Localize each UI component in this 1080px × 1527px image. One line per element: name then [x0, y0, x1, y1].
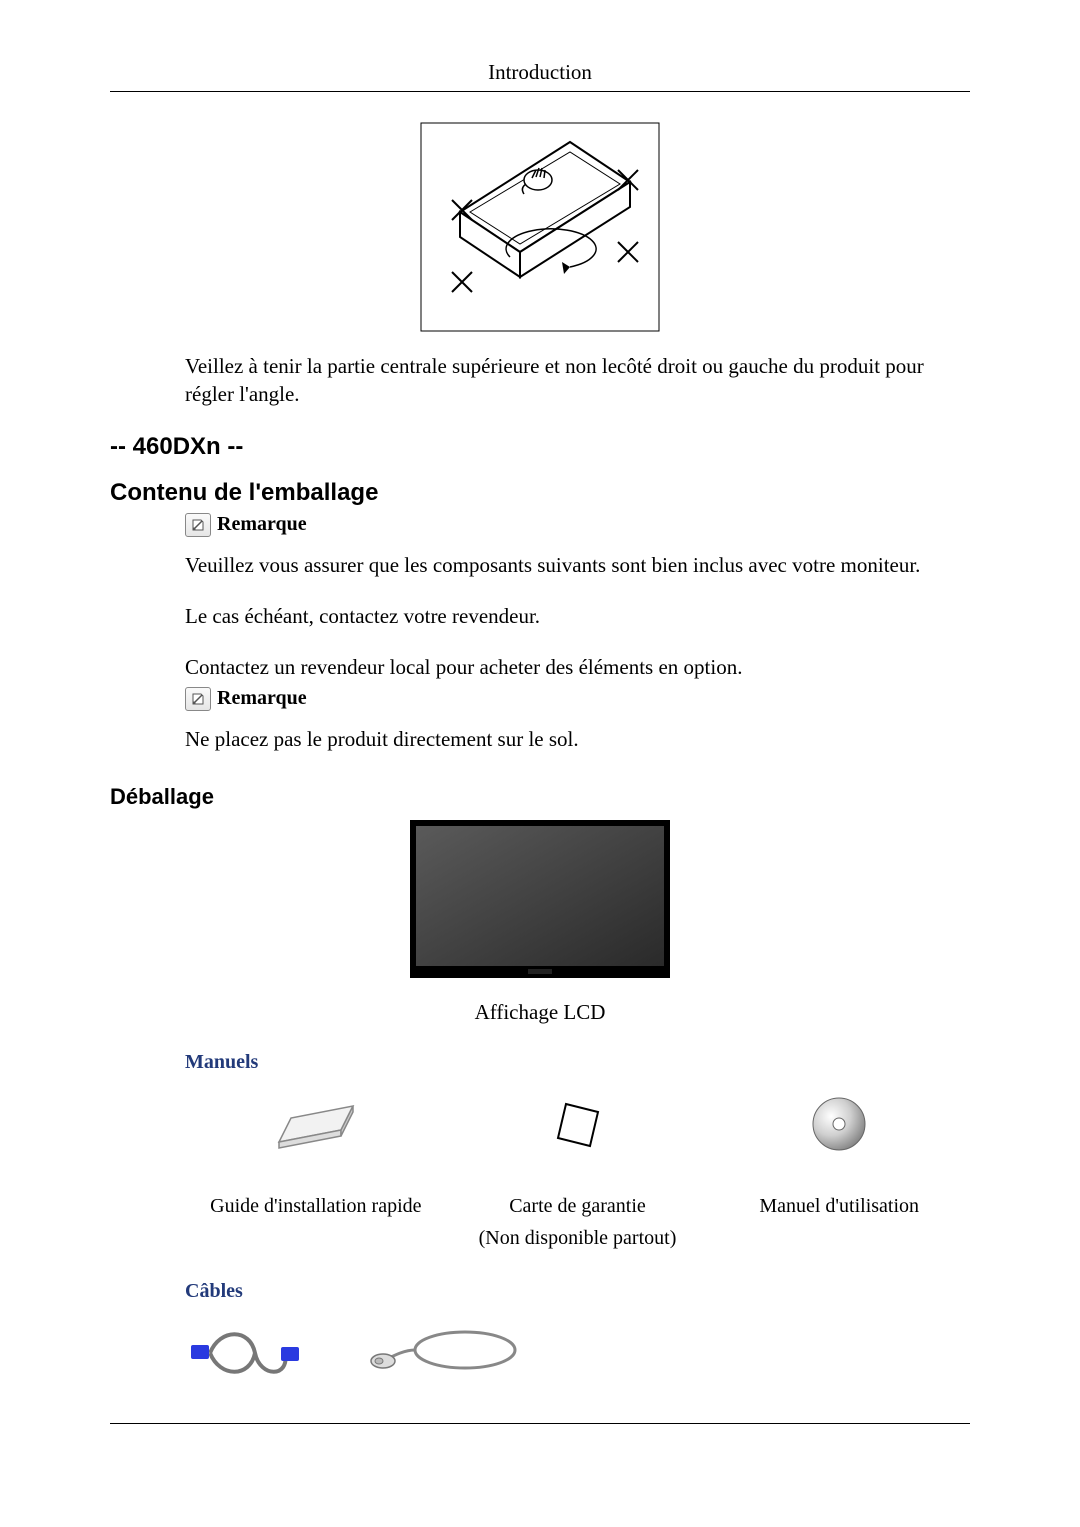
remarque1-p2: Le cas échéant, contactez votre revendeu… — [185, 602, 970, 631]
top-illustration-caption: Veillez à tenir la partie centrale supér… — [185, 352, 970, 409]
section-contents-heading: Contenu de l'emballage — [110, 479, 970, 507]
vga-cable-icon — [185, 1323, 305, 1383]
note-icon — [185, 687, 211, 711]
remarque-block: Remarque — [185, 687, 970, 711]
footer-rule — [110, 1423, 970, 1424]
manuals-label: Manuels — [185, 1051, 970, 1074]
cable-item-power — [365, 1323, 525, 1383]
note-icon — [185, 513, 211, 537]
cable-item-vga — [185, 1323, 305, 1383]
remarque1-p3: Contactez un revendeur local pour achete… — [185, 653, 970, 682]
remarque1-p1: Veuillez vous assurer que les composants… — [185, 551, 970, 580]
remarque-label: Remarque — [217, 687, 307, 710]
page-header: Introduction — [110, 60, 970, 92]
cables-label: Câbles — [185, 1280, 970, 1303]
manual-caption-warranty-l2: (Non disponible partout) — [447, 1224, 709, 1252]
manuals-row — [185, 1094, 970, 1154]
header-rule — [110, 91, 970, 92]
lcd-caption: Affichage LCD — [110, 1000, 970, 1025]
header-title: Introduction — [110, 60, 970, 85]
model-heading: -- 460DXn -- — [110, 433, 970, 461]
remarque-label: Remarque — [217, 513, 307, 536]
document-page: Introduction Veillez à tenir la partie c… — [0, 0, 1080, 1504]
manual-item-quick — [185, 1094, 447, 1154]
remarque-block: Remarque — [185, 513, 970, 537]
lcd-display-figure — [410, 820, 670, 978]
manual-caption-warranty-l1: Carte de garantie — [447, 1192, 709, 1220]
disc-icon — [809, 1094, 869, 1154]
power-cable-icon — [365, 1323, 525, 1378]
manual-item-warranty — [447, 1094, 709, 1154]
manual-caption-quick: Guide d'installation rapide — [185, 1192, 447, 1220]
manual-item-user — [708, 1094, 970, 1154]
manuals-captions-row: Guide d'installation rapide Carte de gar… — [185, 1174, 970, 1252]
section-unpack-heading: Déballage — [110, 784, 970, 810]
cables-row — [185, 1323, 970, 1383]
warranty-card-icon — [548, 1094, 608, 1154]
manual-caption-user: Manuel d'utilisation — [708, 1192, 970, 1220]
quick-guide-icon — [271, 1094, 361, 1154]
angle-adjust-illustration — [420, 122, 660, 332]
remarque2-p1: Ne placez pas le produit directement sur… — [185, 725, 970, 754]
